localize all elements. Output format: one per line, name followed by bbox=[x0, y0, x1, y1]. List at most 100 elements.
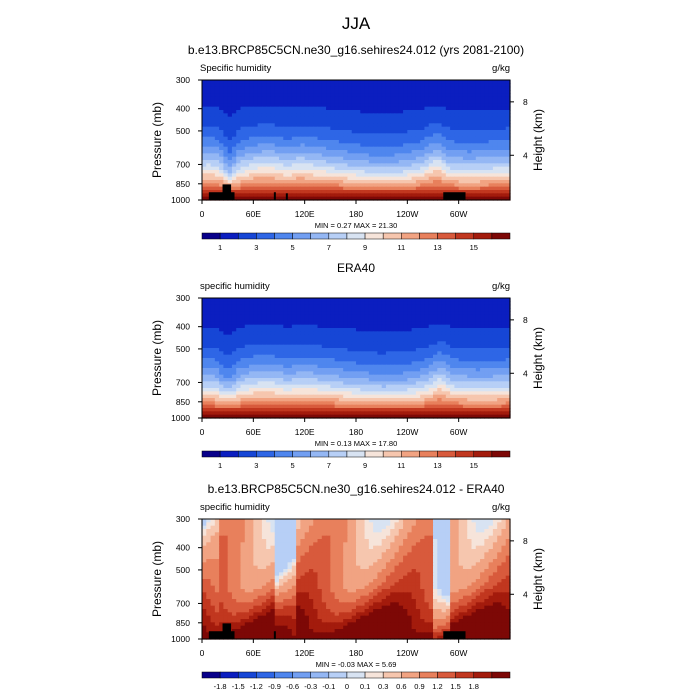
field-cell bbox=[244, 150, 250, 154]
field-cell bbox=[501, 368, 507, 372]
field-cell bbox=[505, 190, 511, 194]
field-cell bbox=[304, 116, 310, 121]
field-cell bbox=[467, 314, 473, 319]
field-cell bbox=[317, 156, 323, 161]
field-cell bbox=[291, 190, 297, 194]
field-cell bbox=[415, 364, 421, 369]
field-cell bbox=[270, 368, 276, 372]
field-cell bbox=[356, 321, 361, 326]
field-cell bbox=[206, 166, 212, 171]
field-cell bbox=[501, 401, 507, 406]
field-cell bbox=[231, 166, 237, 171]
field-cell bbox=[330, 140, 336, 144]
field-cell bbox=[330, 368, 336, 372]
field-cell bbox=[287, 106, 293, 111]
field-cell bbox=[467, 110, 473, 114]
field-cell bbox=[296, 110, 301, 114]
field-cell bbox=[261, 133, 267, 138]
field-cell bbox=[330, 150, 336, 154]
field-cell bbox=[244, 301, 250, 306]
field-cell bbox=[236, 126, 242, 131]
field-cell bbox=[480, 146, 485, 151]
field-cell bbox=[308, 113, 314, 118]
field-cell bbox=[253, 384, 259, 389]
field-cell bbox=[270, 318, 276, 322]
field-cell bbox=[326, 328, 331, 332]
field-cell bbox=[471, 126, 477, 131]
field-cell bbox=[385, 398, 391, 402]
field-cell bbox=[236, 308, 242, 312]
field-cell bbox=[308, 398, 314, 402]
field-cell bbox=[210, 304, 216, 309]
field-cell bbox=[505, 354, 511, 359]
colorbar-box bbox=[473, 232, 493, 240]
field-cell bbox=[373, 106, 378, 111]
terrain-mask bbox=[208, 192, 235, 200]
field-cell bbox=[317, 384, 323, 389]
field-cell bbox=[202, 196, 207, 201]
field-cell bbox=[484, 170, 490, 174]
field-cell bbox=[253, 90, 259, 94]
field-cell bbox=[253, 196, 259, 201]
field-cell bbox=[223, 318, 229, 322]
field-cell bbox=[377, 110, 383, 114]
field-cell bbox=[368, 351, 374, 356]
field-cell bbox=[313, 368, 319, 372]
field-cell bbox=[385, 126, 391, 131]
field-cell bbox=[433, 120, 438, 124]
field-cell bbox=[202, 368, 207, 372]
field-cell bbox=[326, 364, 331, 369]
field-cell bbox=[291, 173, 297, 178]
field-cell bbox=[321, 180, 327, 184]
field-cell bbox=[501, 388, 507, 392]
field-cell bbox=[308, 338, 314, 342]
field-cell bbox=[283, 106, 289, 111]
field-cell bbox=[287, 116, 293, 121]
field-cell bbox=[351, 193, 357, 198]
field-cell bbox=[223, 163, 229, 168]
field-cell bbox=[471, 100, 477, 104]
field-cell bbox=[261, 324, 267, 329]
field-cell bbox=[450, 180, 455, 184]
field-cell bbox=[249, 133, 254, 138]
field-cell bbox=[368, 391, 374, 396]
field-cell bbox=[223, 381, 229, 386]
field-cell bbox=[428, 298, 434, 302]
colorbar-box bbox=[292, 232, 311, 240]
field-cell bbox=[261, 150, 267, 154]
field-cell bbox=[437, 338, 443, 342]
field-cell bbox=[338, 123, 344, 128]
field-cell bbox=[313, 173, 319, 178]
field-cell bbox=[454, 133, 460, 138]
field-cell bbox=[219, 96, 224, 101]
panel-1: b.e13.BRCP85C5CN.ne30_g16.sehires24.012 … bbox=[150, 43, 545, 252]
field-cell bbox=[343, 381, 349, 386]
field-cell bbox=[368, 120, 374, 124]
field-cell bbox=[390, 96, 396, 101]
field-cell bbox=[214, 103, 220, 108]
field-cell bbox=[467, 180, 473, 184]
field-cell bbox=[454, 308, 460, 312]
field-cell bbox=[475, 368, 481, 372]
field-cell bbox=[428, 156, 434, 161]
field-cell bbox=[261, 304, 267, 309]
field-cell bbox=[202, 130, 207, 134]
field-cell bbox=[364, 163, 370, 168]
field-cell bbox=[279, 146, 284, 151]
field-cell bbox=[368, 378, 374, 382]
field-cell bbox=[475, 348, 481, 352]
field-cell bbox=[202, 394, 207, 399]
field-cell bbox=[240, 364, 246, 369]
field-cell bbox=[244, 328, 250, 332]
field-cell bbox=[279, 106, 284, 111]
field-cell bbox=[497, 140, 503, 144]
field-cell bbox=[296, 100, 301, 104]
field-cell bbox=[433, 401, 438, 406]
field-cell bbox=[210, 80, 216, 84]
field-cell bbox=[274, 123, 280, 128]
field-cell bbox=[364, 146, 370, 151]
field-cell bbox=[467, 130, 473, 134]
field-cell bbox=[407, 348, 413, 352]
field-cell bbox=[206, 183, 212, 188]
field-cell bbox=[420, 304, 426, 309]
